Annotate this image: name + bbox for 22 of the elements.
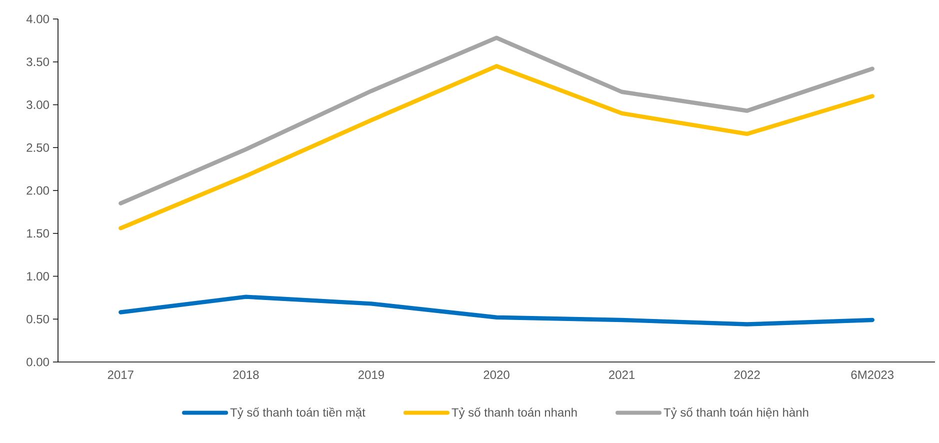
x-tick-label: 2018 bbox=[233, 370, 259, 380]
x-tick-label: 2020 bbox=[484, 370, 510, 380]
y-tick-label: 0.50 bbox=[26, 314, 50, 324]
y-tick-label: 4.00 bbox=[26, 14, 50, 24]
x-tick-label: 2017 bbox=[108, 370, 134, 380]
x-tick-label: 2021 bbox=[609, 370, 635, 380]
line-series bbox=[118, 36, 874, 206]
legend-label: Tỷ số thanh toán tiền mặt bbox=[230, 407, 366, 420]
legend-label: Tỷ số thanh toán hiện hành bbox=[664, 407, 808, 420]
x-tick-label: 2019 bbox=[358, 370, 384, 380]
y-tick-label: 3.50 bbox=[26, 58, 50, 66]
x-tick-label: 6M2023 bbox=[851, 370, 894, 380]
y-tick-label: 3.00 bbox=[26, 100, 50, 109]
x-tick-label: 2022 bbox=[734, 370, 760, 380]
line-series bbox=[118, 64, 874, 230]
y-tick-label: 1.00 bbox=[27, 272, 50, 280]
y-tick-label: 2.00 bbox=[26, 186, 50, 195]
y-tick-label: 0.00 bbox=[26, 358, 50, 366]
line-series bbox=[118, 294, 874, 326]
y-tick-label: 1.50 bbox=[27, 229, 50, 238]
legend-label: Tỷ số thanh toán nhanh bbox=[452, 407, 577, 420]
y-tick-label: 2.50 bbox=[26, 143, 50, 152]
